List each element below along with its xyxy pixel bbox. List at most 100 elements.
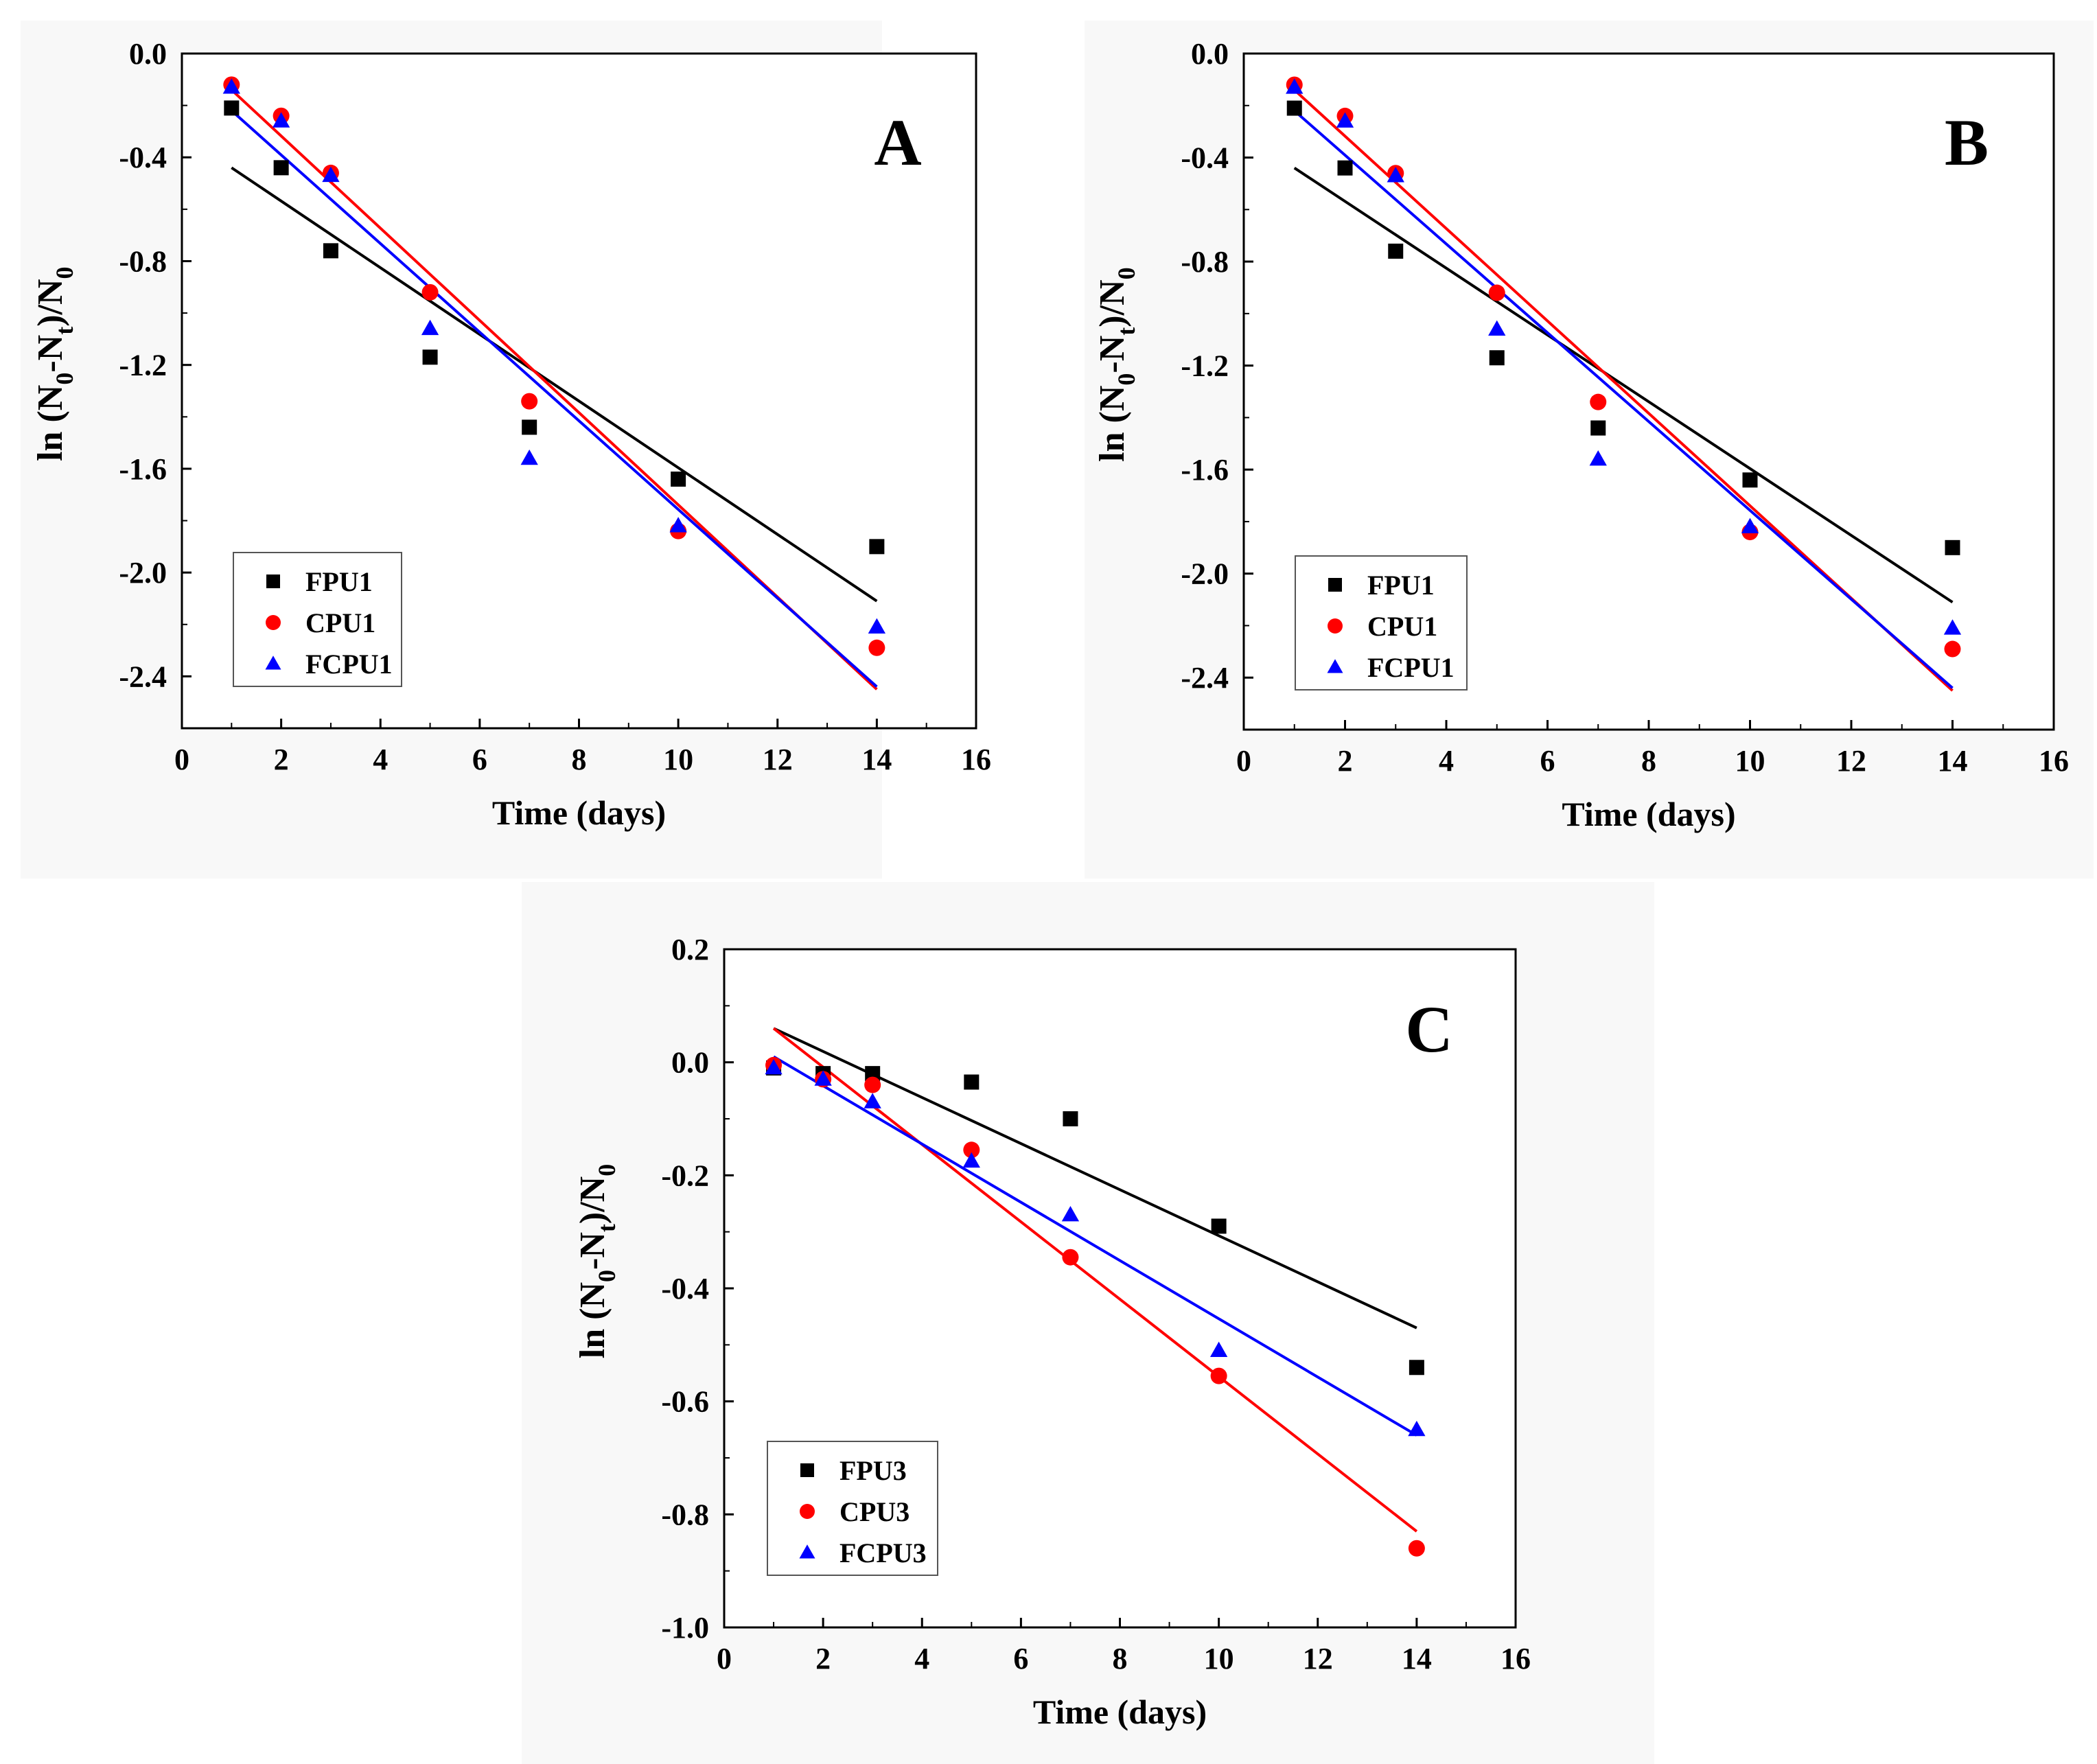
point-fpu1 [422,349,438,365]
point-cpu1 [1944,640,1961,658]
point-fcpu1 [1488,320,1506,336]
x-tick-label: 2 [1338,744,1353,778]
x-tick-label: 2 [274,743,289,776]
x-tick-label: 2 [815,1642,831,1675]
panel-letter: A [874,106,921,179]
point-cpu1 [521,393,538,410]
point-cpu3 [963,1141,980,1159]
point-fcpu1 [1336,112,1354,128]
x-tick-label: 0 [1236,744,1251,778]
legend-marker-cpu3 [800,1504,815,1519]
x-tick-label: 10 [1735,744,1765,778]
x-tick-label: 6 [1013,1642,1028,1675]
x-tick-label: 12 [763,743,793,776]
x-axis-label: Time (days) [1562,795,1735,833]
point-cpu1 [421,283,439,301]
y-tick-label: -2.0 [119,556,167,590]
fit-line-fcpu1 [230,109,878,688]
legend-label-fpu3: FPU3 [839,1455,907,1486]
point-fpu1 [1945,539,1960,555]
point-fcpu1 [222,78,240,94]
panel-b: 0 2 4 6 8 10 12 14 16 0.0 -0.4 -0.8 -1.2 -1.6 -2.0 -2.4… [1093,37,2069,833]
legend-marker-fpu3 [800,1463,814,1477]
legend-label-cpu1: CPU1 [1367,611,1437,642]
point-fcpu1 [520,449,538,465]
legend-marker-fpu1 [1328,578,1342,592]
legend-label-fcpu1: FCPU1 [305,649,393,680]
point-fcpu3 [1408,1420,1426,1437]
x-tick-label: 14 [1402,1642,1432,1675]
point-fpu3 [865,1066,881,1082]
point-fpu1 [1590,420,1606,436]
y-axis-label: ln (N0-Nt)/N0 [31,266,78,461]
y-tick-label: -0.2 [661,1159,709,1192]
point-fcpu1 [1286,78,1304,94]
point-fpu3 [1409,1360,1424,1376]
legend-label-fpu1: FPU1 [305,566,373,597]
point-fcpu1 [1741,518,1759,533]
y-axis-label: ln (N0-Nt)/N0 [1093,267,1140,461]
x-tick-label: 16 [1501,1642,1531,1675]
x-tick-label: 10 [663,743,693,776]
legend-box [233,552,402,687]
y-tick-label: -1.6 [1181,453,1229,487]
x-axis-label: Time (days) [492,793,666,832]
panel-letter: C [1405,993,1452,1066]
y-tick-label: -0.4 [1181,141,1229,175]
legend-marker-fcpu1 [265,655,281,670]
point-fcpu3 [962,1152,980,1168]
point-fcpu1 [868,618,886,634]
point-cpu3 [1408,1540,1425,1557]
point-cpu3 [1210,1367,1227,1384]
point-fpu1 [522,419,537,435]
point-fpu1 [323,243,338,259]
legend-label-fcpu1: FCPU1 [1367,652,1455,683]
point-cpu3 [1062,1249,1079,1266]
point-fcpu1 [669,517,687,533]
legend-box [1295,555,1468,690]
legend-box [767,1441,938,1576]
y-tick-label: -0.4 [661,1272,709,1305]
panel-letter: B [1945,106,1989,179]
point-fcpu1 [322,166,340,183]
fit-line-fpu3 [773,1027,1417,1330]
point-fcpu1 [272,112,290,128]
x-tick-label: 14 [861,743,892,776]
point-fcpu1 [1943,619,1962,635]
y-axis-label: ln (N0-Nt)/N0 [573,1164,621,1358]
legend-label-fcpu3: FCPU3 [839,1537,927,1568]
y-tick-label: -1.6 [119,452,167,486]
point-fpu1 [273,160,289,176]
y-tick-label: -0.8 [119,244,167,278]
point-cpu3 [864,1076,881,1093]
point-fpu1 [671,472,686,487]
y-tick-label: -0.6 [661,1385,709,1419]
y-tick-label: 0.0 [129,37,167,71]
y-tick-label: -1.0 [661,1611,709,1645]
y-tick-label: -2.0 [1181,557,1229,591]
point-fpu3 [1063,1111,1078,1126]
x-tick-label: 12 [1836,744,1866,778]
panel-c: 0 2 4 6 8 10 12 14 16 0.2 0.0 -0.2 -0.4 -0.6 -0.8 -1.0 T… [573,933,1531,1731]
y-tick-label: 0.0 [671,1046,709,1080]
x-tick-label: 16 [2039,744,2069,778]
x-tick-label: 4 [914,1642,929,1675]
fit-line-cpu3 [772,1027,1418,1533]
fit-line-fcpu3 [773,1055,1417,1437]
point-fpu1 [1742,472,1758,488]
point-fpu3 [1211,1218,1227,1234]
y-tick-label: -1.2 [1181,349,1229,383]
x-tick-label: 0 [174,743,189,776]
x-tick-label: 6 [472,743,487,776]
point-fcpu3 [1209,1341,1228,1357]
point-fpu1 [224,100,240,116]
y-tick-label: -2.4 [119,660,167,693]
legend-label-cpu1: CPU1 [305,607,375,638]
x-tick-label: 12 [1303,1642,1333,1675]
x-tick-label: 0 [717,1642,732,1675]
x-tick-label: 4 [373,743,388,776]
point-fpu1 [869,539,885,555]
point-fcpu3 [1061,1206,1080,1222]
point-fcpu3 [765,1058,783,1075]
